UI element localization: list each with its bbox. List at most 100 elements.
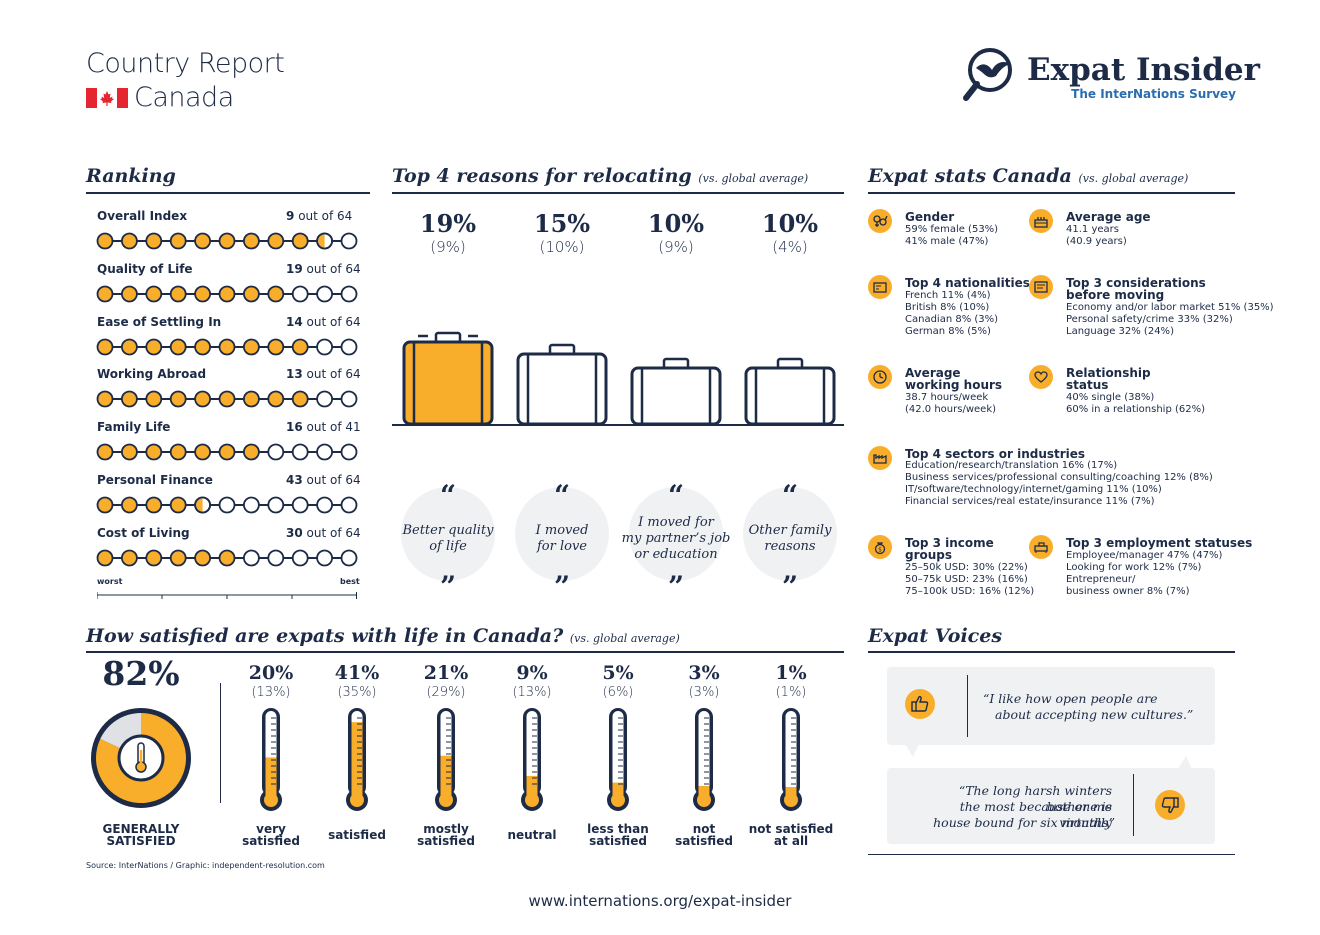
- nationalities-line-2: British 8% (10%): [905, 302, 990, 313]
- thermometer-fill: [785, 787, 797, 791]
- relationship-title-2: status: [1066, 378, 1109, 392]
- rank-bead: [169, 443, 187, 461]
- reasons-title-text: Top 4 reasons for relocating: [392, 165, 692, 187]
- considerations-line-3: Language 32% (24%): [1066, 326, 1174, 337]
- rank-label: Personal Finance: [97, 473, 213, 487]
- note-icon: [1029, 275, 1053, 299]
- gender-icon: [868, 209, 892, 233]
- desk-icon: [1029, 535, 1053, 559]
- close-quote-icon: ”: [781, 570, 799, 603]
- ranking-title: Ranking: [86, 165, 176, 187]
- voices-bottom-rule: [868, 854, 1235, 855]
- overall-label-2: SATISFIED: [106, 834, 176, 848]
- income-line-3: 75–100k USD: 16% (12%): [905, 586, 1035, 597]
- voice-bubble-positive: “I like how open people are about accept…: [887, 667, 1215, 745]
- rank-bead: [291, 496, 309, 514]
- relationship-title-1: Relationship: [1066, 366, 1151, 380]
- rank-bead-bar: [96, 390, 358, 408]
- bubble-tail-2: [1178, 756, 1192, 769]
- rank-bead: [194, 232, 211, 250]
- thermometer-icon: [521, 708, 543, 811]
- rank-bead: [340, 232, 358, 250]
- rank-bead: [218, 232, 236, 250]
- rank-value: 30 out of 64: [286, 526, 361, 540]
- hours-line-2: (42.0 hours/week): [905, 404, 997, 415]
- rank-value: 9 out of 64: [286, 209, 352, 223]
- rank-label: Ease of Settling In: [97, 314, 222, 329]
- quote-2-line-3: house bound for six months”: [933, 815, 1115, 830]
- rank-value: 14 out of 64: [286, 315, 361, 329]
- nationalities-title: Top 4 nationalities: [905, 276, 1030, 290]
- rank-bead-bar: [96, 285, 358, 303]
- rank-bead: [291, 285, 309, 303]
- satisfaction-label-2: satisfied: [675, 834, 733, 848]
- sectors-line-4: Financial services/real estate/insurance…: [905, 496, 1155, 507]
- rank-label: Working Abroad: [97, 367, 207, 382]
- rank-bead: [218, 338, 236, 355]
- thumbs-up-icon: [905, 689, 935, 719]
- rank-bead: [169, 390, 187, 408]
- quote-2-line-2: the most because one is virtually: [959, 799, 1112, 830]
- suitcase-icon: [402, 331, 494, 426]
- reason-circle: [629, 487, 723, 581]
- rank-bead: [121, 443, 138, 461]
- rank-bead: [291, 232, 309, 250]
- reason-global-pct: (4%): [772, 238, 808, 256]
- rank-value: 43 out of 64: [286, 473, 361, 487]
- employment-line-1: Employee/manager 47% (47%): [1066, 550, 1223, 561]
- rank-bead: [194, 496, 211, 514]
- age-title: Average age: [1066, 210, 1151, 224]
- satisfaction-global-pct: (13%): [512, 685, 552, 700]
- rank-bead: [194, 443, 211, 461]
- reason-global-pct: (10%): [539, 238, 585, 256]
- rank-bead: [316, 496, 334, 514]
- reason-pct: 15%: [533, 209, 591, 238]
- rank-bead: [121, 390, 138, 408]
- quote-1-line-2: about accepting new cultures.”: [995, 707, 1194, 722]
- thermometer-icon: [607, 708, 629, 811]
- rank-bead: [267, 285, 285, 303]
- rank-bead: [242, 496, 260, 514]
- brand-name: Expat Insider: [1027, 52, 1260, 88]
- rank-bead: [316, 338, 334, 355]
- rank-number: 16: [286, 420, 303, 435]
- rank-bead: [96, 443, 114, 461]
- satisfaction-label-1: very: [256, 822, 286, 836]
- cake-icon: [1029, 209, 1053, 233]
- rank-bead: [291, 390, 309, 408]
- reason-circle: [401, 487, 495, 581]
- reason-text-line-1: Better quality: [402, 523, 494, 538]
- rank-bead: [340, 443, 358, 461]
- considerations-line-2: Personal safety/crime 33% (32%): [1066, 314, 1233, 325]
- scale-worst: worst: [97, 577, 123, 586]
- considerations-title-2: before moving: [1066, 288, 1165, 302]
- rank-label: Overall Index: [97, 209, 188, 223]
- rank-bead: [218, 549, 236, 567]
- money-bag-icon: $: [868, 535, 892, 559]
- sectors-line-1: Education/research/translation 16% (17%): [905, 460, 1118, 471]
- rank-number: 14: [286, 314, 303, 329]
- rank-bead: [291, 443, 309, 461]
- voices-rule: [868, 651, 1235, 653]
- thermometer-icon: [346, 708, 368, 811]
- rank-bead: [96, 496, 114, 514]
- considerations-line-1: Economy and/or labor market 51% (35%): [1066, 302, 1274, 313]
- rank-bead: [267, 443, 285, 461]
- reason-pct: 10%: [647, 209, 705, 238]
- age-line-2: (40.9 years): [1066, 236, 1127, 247]
- income-line-1: 25–50k USD: 30% (22%): [905, 562, 1028, 573]
- footer-url[interactable]: www.internations.org/expat-insider: [528, 892, 792, 910]
- suitcase-icon: [516, 343, 608, 426]
- satisfaction-label-2: satisfied: [417, 834, 475, 848]
- rank-bead: [242, 285, 260, 303]
- reason-circle: [515, 487, 609, 581]
- thermometer-fill: [440, 755, 452, 791]
- close-quote-icon: ”: [439, 570, 457, 603]
- canada-flag-icon: [86, 88, 128, 108]
- thermometer-icon: [780, 708, 802, 811]
- rank-of: out of 41: [306, 420, 361, 435]
- svg-text:$: $: [878, 547, 882, 554]
- satisfaction-title-text: How satisfied are expats with life in Ca…: [86, 625, 564, 647]
- rank-bead: [121, 285, 138, 303]
- rank-bead: [194, 338, 211, 355]
